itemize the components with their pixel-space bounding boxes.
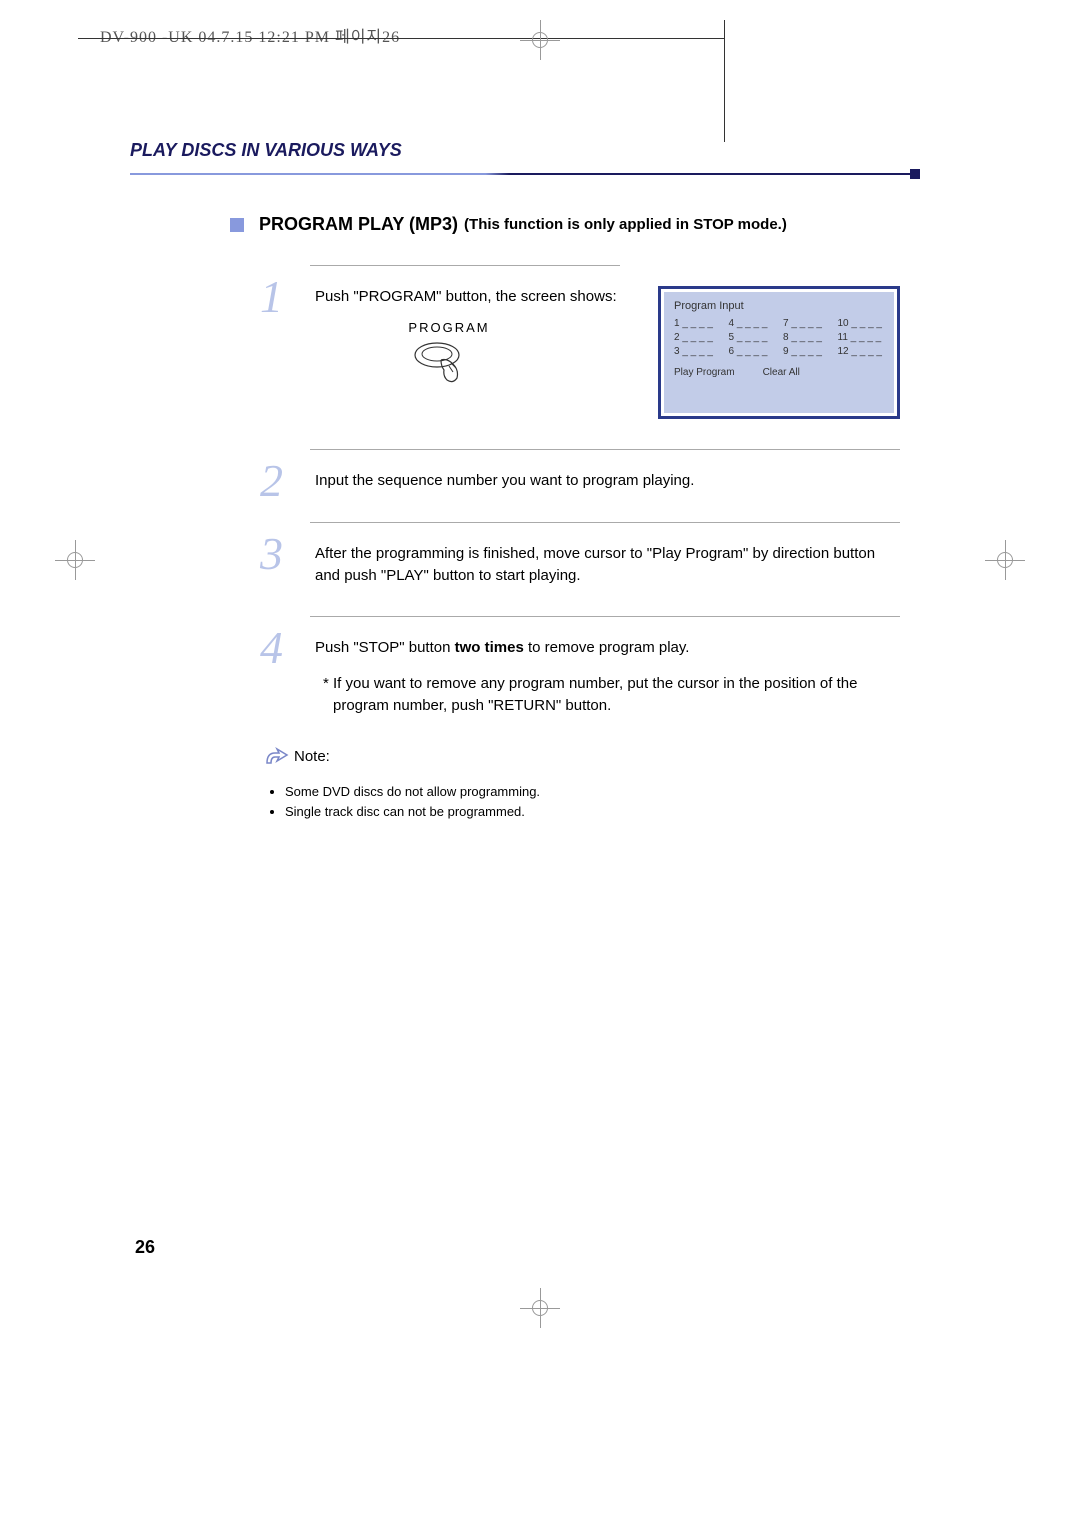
slot: 10 _ _ _ _ [838,318,885,329]
crop-mark-right [985,540,1025,580]
header-line-vertical [724,20,725,142]
step-text: After the programming is finished, move … [315,543,900,587]
slot: 12 _ _ _ _ [838,346,885,357]
slot: 8 _ _ _ _ [783,332,830,343]
slot-grid: 1 _ _ _ _ 4 _ _ _ _ 7 _ _ _ _ 10 _ _ _ _… [674,318,884,357]
note-title: Note: [294,748,330,765]
slot: 11 _ _ _ _ [838,332,885,343]
subsection-subtitle: (This function is only applied in STOP m… [464,216,787,233]
slot: 9 _ _ _ _ [783,346,830,357]
subsection-title: PROGRAM PLAY (MP3) [259,214,458,235]
header-meta-text: DV-900 -UK 04.7.15 12:21 PM 페이지26 [100,23,400,47]
crop-mark-left [55,540,95,580]
step-number: 4 [260,621,283,674]
content-area: PLAY DISCS IN VARIOUS WAYS PROGRAM PLAY … [130,140,920,823]
program-screen: Program Input 1 _ _ _ _ 4 _ _ _ _ 7 _ _ … [658,286,900,419]
note-item: Single track disc can not be programmed. [285,802,920,823]
program-button-label: PROGRAM [270,320,628,335]
note-section: Note: Some DVD discs do not allow progra… [265,747,920,824]
step-text: Push "STOP" button two times to remove p… [315,637,900,659]
section-title: PLAY DISCS IN VARIOUS WAYS [130,140,920,161]
note-list: Some DVD discs do not allow programming.… [285,782,920,824]
step-text-bold: two times [455,639,524,656]
bullet-icon [230,218,244,232]
slot: 4 _ _ _ _ [729,318,776,329]
step-number: 1 [260,270,283,323]
step-text: Input the sequence number you want to pr… [315,470,900,492]
slot: 2 _ _ _ _ [674,332,721,343]
crop-mark-bottom [520,1288,560,1328]
step-3: 3 After the programming is finished, mov… [260,522,900,587]
slot: 5 _ _ _ _ [729,332,776,343]
title-bar [130,169,920,179]
screen-title: Program Input [674,300,884,312]
header-line [78,38,725,39]
step-text: Push "PROGRAM" button, the screen shows: [315,286,628,308]
slot: 7 _ _ _ _ [783,318,830,329]
step-asterisk-note: * If you want to remove any program numb… [323,673,900,717]
slot: 3 _ _ _ _ [674,346,721,357]
step-text-c: to remove program play. [524,639,690,656]
screen-clear-all: Clear All [763,367,800,378]
slot: 6 _ _ _ _ [729,346,776,357]
step-text-a: Push "STOP" button [315,639,455,656]
slot: 1 _ _ _ _ [674,318,721,329]
step-1: 1 Push "PROGRAM" button, the screen show… [260,265,900,419]
crop-mark-top [520,20,560,60]
step-number: 2 [260,454,283,507]
step-4: 4 Push "STOP" button two times to remove… [260,616,900,716]
screen-play-program: Play Program [674,367,735,378]
subsection-header: PROGRAM PLAY (MP3) (This function is onl… [230,214,920,235]
step-2: 2 Input the sequence number you want to … [260,449,900,492]
hand-press-icon [409,340,479,390]
note-arrow-icon [265,747,289,767]
step-number: 3 [260,527,283,580]
page-number: 26 [135,1237,155,1258]
note-item: Some DVD discs do not allow programming. [285,782,920,803]
